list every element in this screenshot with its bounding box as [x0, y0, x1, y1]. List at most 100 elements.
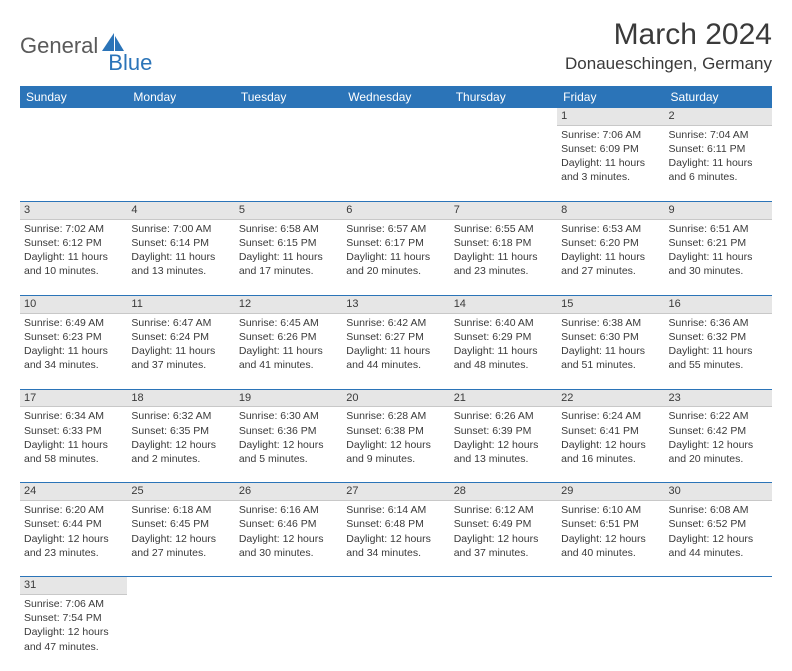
- empty-cell: [127, 125, 234, 201]
- day-info-line: Sunset: 6:41 PM: [561, 424, 660, 438]
- day-info-line: and 41 minutes.: [239, 358, 338, 372]
- day-cell: Sunrise: 6:26 AMSunset: 6:39 PMDaylight:…: [450, 407, 557, 483]
- day-cell: Sunrise: 6:51 AMSunset: 6:21 PMDaylight:…: [665, 219, 772, 295]
- day-info-line: and 30 minutes.: [239, 546, 338, 560]
- empty-daynum: [20, 108, 127, 125]
- day-info-line: Daylight: 11 hours: [454, 250, 553, 264]
- day-info-line: Daylight: 12 hours: [24, 532, 123, 546]
- day-info-line: Sunset: 6:23 PM: [24, 330, 123, 344]
- empty-daynum: [665, 577, 772, 595]
- day-info-line: and 55 minutes.: [669, 358, 768, 372]
- day-number: 27: [342, 483, 449, 501]
- day-info-line: and 37 minutes.: [131, 358, 230, 372]
- day-info-line: Sunset: 6:29 PM: [454, 330, 553, 344]
- day-cell: Sunrise: 6:30 AMSunset: 6:36 PMDaylight:…: [235, 407, 342, 483]
- day-info-line: Sunset: 6:38 PM: [346, 424, 445, 438]
- day-info-line: and 13 minutes.: [454, 452, 553, 466]
- day-info-line: Sunset: 6:48 PM: [346, 517, 445, 531]
- day-info-line: Daylight: 12 hours: [239, 438, 338, 452]
- day-info-line: Sunrise: 6:51 AM: [669, 222, 768, 236]
- day-number: 20: [342, 389, 449, 407]
- day-info-line: Daylight: 11 hours: [239, 250, 338, 264]
- day-number: 23: [665, 389, 772, 407]
- day-number: 7: [450, 201, 557, 219]
- day-info-line: Daylight: 12 hours: [669, 532, 768, 546]
- day-info-line: Sunset: 6:46 PM: [239, 517, 338, 531]
- day-info-line: and 37 minutes.: [454, 546, 553, 560]
- day-cell: Sunrise: 6:49 AMSunset: 6:23 PMDaylight:…: [20, 313, 127, 389]
- empty-cell: [20, 125, 127, 201]
- day-info-line: Sunset: 6:33 PM: [24, 424, 123, 438]
- day-info-line: Sunrise: 6:14 AM: [346, 503, 445, 517]
- day-cell: Sunrise: 6:38 AMSunset: 6:30 PMDaylight:…: [557, 313, 664, 389]
- day-cell: Sunrise: 6:12 AMSunset: 6:49 PMDaylight:…: [450, 501, 557, 577]
- day-number: 8: [557, 201, 664, 219]
- day-number: 12: [235, 295, 342, 313]
- day-info-line: Sunrise: 6:40 AM: [454, 316, 553, 330]
- day-info-line: Daylight: 11 hours: [669, 250, 768, 264]
- day-info-line: Sunrise: 7:02 AM: [24, 222, 123, 236]
- day-number: 11: [127, 295, 234, 313]
- day-cell: Sunrise: 6:45 AMSunset: 6:26 PMDaylight:…: [235, 313, 342, 389]
- day-info-line: Daylight: 11 hours: [24, 250, 123, 264]
- day-info-line: Daylight: 11 hours: [454, 344, 553, 358]
- day-info-line: Sunset: 6:14 PM: [131, 236, 230, 250]
- day-info-line: Sunset: 6:27 PM: [346, 330, 445, 344]
- day-info-line: Daylight: 12 hours: [454, 532, 553, 546]
- day-info-line: Sunrise: 7:06 AM: [24, 597, 123, 611]
- empty-daynum: [127, 577, 234, 595]
- header: General Blue March 2024 Donaueschingen, …: [20, 18, 772, 74]
- day-number: 16: [665, 295, 772, 313]
- empty-daynum: [235, 577, 342, 595]
- day-info-line: Sunset: 6:35 PM: [131, 424, 230, 438]
- day-cell: Sunrise: 6:18 AMSunset: 6:45 PMDaylight:…: [127, 501, 234, 577]
- day-info-line: and 9 minutes.: [346, 452, 445, 466]
- day-info-line: and 27 minutes.: [131, 546, 230, 560]
- day-number: 17: [20, 389, 127, 407]
- day-cell: Sunrise: 6:58 AMSunset: 6:15 PMDaylight:…: [235, 219, 342, 295]
- day-info-line: Daylight: 11 hours: [561, 344, 660, 358]
- day-info-line: Sunset: 6:45 PM: [131, 517, 230, 531]
- day-info-line: and 44 minutes.: [669, 546, 768, 560]
- day-info-line: Daylight: 11 hours: [346, 250, 445, 264]
- day-info-line: Sunset: 6:15 PM: [239, 236, 338, 250]
- day-info-line: Daylight: 12 hours: [454, 438, 553, 452]
- calendar-body: 12Sunrise: 7:06 AMSunset: 6:09 PMDayligh…: [20, 108, 772, 671]
- day-info-line: Sunset: 6:12 PM: [24, 236, 123, 250]
- day-info-line: and 2 minutes.: [131, 452, 230, 466]
- empty-daynum: [557, 577, 664, 595]
- month-title: March 2024: [565, 18, 772, 52]
- day-info-line: Sunrise: 6:34 AM: [24, 409, 123, 423]
- day-info-line: and 20 minutes.: [346, 264, 445, 278]
- day-number: 3: [20, 201, 127, 219]
- day-number: 18: [127, 389, 234, 407]
- day-info-line: Sunrise: 7:00 AM: [131, 222, 230, 236]
- day-info-line: Sunrise: 6:49 AM: [24, 316, 123, 330]
- day-info-line: Sunrise: 6:20 AM: [24, 503, 123, 517]
- day-cell: Sunrise: 6:08 AMSunset: 6:52 PMDaylight:…: [665, 501, 772, 577]
- empty-daynum: [127, 108, 234, 125]
- day-info-line: Sunrise: 6:08 AM: [669, 503, 768, 517]
- empty-daynum: [450, 577, 557, 595]
- day-info-line: and 40 minutes.: [561, 546, 660, 560]
- empty-cell: [342, 125, 449, 201]
- day-number: 21: [450, 389, 557, 407]
- day-info-line: Sunset: 6:17 PM: [346, 236, 445, 250]
- day-info-line: Daylight: 11 hours: [669, 344, 768, 358]
- day-info-line: Sunset: 6:18 PM: [454, 236, 553, 250]
- day-info-line: Daylight: 11 hours: [561, 250, 660, 264]
- day-info-line: Sunrise: 6:36 AM: [669, 316, 768, 330]
- day-info-line: and 47 minutes.: [24, 640, 123, 654]
- day-info-line: Sunset: 6:30 PM: [561, 330, 660, 344]
- day-cell: Sunrise: 7:06 AMSunset: 7:54 PMDaylight:…: [20, 595, 127, 671]
- day-info-line: Daylight: 12 hours: [346, 532, 445, 546]
- day-info-line: Sunset: 6:32 PM: [669, 330, 768, 344]
- day-number: 5: [235, 201, 342, 219]
- day-info-line: Sunset: 6:20 PM: [561, 236, 660, 250]
- day-info-line: Sunrise: 6:38 AM: [561, 316, 660, 330]
- weekday-header: Tuesday: [235, 86, 342, 108]
- day-number: 9: [665, 201, 772, 219]
- location-subtitle: Donaueschingen, Germany: [565, 54, 772, 74]
- day-info-line: and 10 minutes.: [24, 264, 123, 278]
- day-info-line: Sunset: 6:51 PM: [561, 517, 660, 531]
